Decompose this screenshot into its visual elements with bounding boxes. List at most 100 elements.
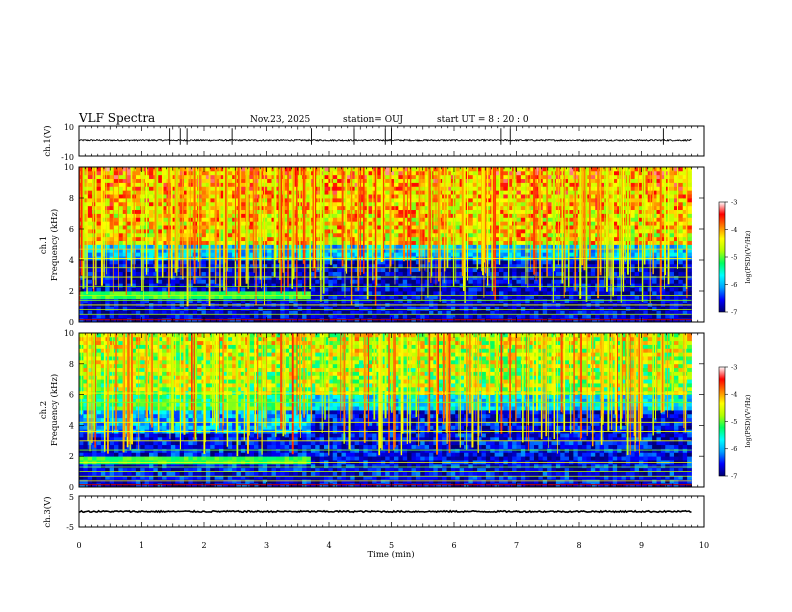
spec-cell	[464, 213, 469, 218]
spec-cell	[332, 294, 338, 300]
spec-cell	[424, 186, 430, 191]
spec-cell	[96, 186, 102, 191]
spec-cell	[494, 306, 500, 311]
spec-cell	[376, 291, 382, 296]
spec-cell	[516, 240, 522, 245]
spec-cell	[380, 314, 386, 319]
spec-cell	[92, 190, 97, 195]
spec-cell	[227, 174, 233, 180]
spec-cell	[205, 283, 211, 288]
spec-cell	[380, 267, 386, 273]
spec-cell	[345, 186, 351, 191]
spec-cell	[184, 174, 189, 180]
spec-cell	[227, 310, 233, 315]
spec-cell	[297, 267, 303, 273]
spec-cell	[499, 221, 504, 226]
spec-cell	[520, 186, 526, 191]
spec-cell	[446, 174, 452, 180]
spec-cell	[114, 170, 119, 176]
spec-cell	[499, 306, 504, 311]
spec-cell	[586, 236, 592, 242]
spec-cell	[114, 225, 119, 230]
spec-cell	[232, 267, 237, 273]
spec-cell	[499, 182, 504, 187]
spec-cell	[345, 271, 351, 276]
spec-cell	[306, 279, 312, 284]
spec-cell	[337, 298, 342, 304]
spec-cell	[595, 298, 601, 304]
spec-cell	[328, 294, 334, 300]
spec-cell	[507, 294, 513, 300]
spec-cell	[402, 174, 408, 180]
spec-cell	[499, 291, 504, 296]
spec-cell	[507, 275, 513, 280]
spec-cell	[481, 298, 487, 304]
spec-cell	[149, 252, 154, 257]
spec-cell	[214, 236, 220, 242]
spec-cell	[337, 279, 342, 284]
spec-cell	[92, 221, 97, 226]
spec-cell	[284, 252, 290, 257]
spec-cell	[96, 248, 102, 253]
spec-cell	[105, 174, 111, 180]
spec-cell	[354, 279, 360, 284]
spec-cell	[100, 221, 106, 226]
spec-cell	[389, 240, 395, 245]
spec-cell	[420, 306, 426, 311]
spec-cell	[275, 240, 281, 245]
spec-cell	[569, 232, 574, 238]
spec-cell	[415, 170, 421, 176]
spec-cell	[275, 248, 281, 253]
spec-cell	[170, 298, 176, 304]
spec-cell	[149, 229, 154, 234]
spec-cell	[289, 314, 294, 319]
spec-cell	[507, 205, 513, 211]
spec-cell	[494, 186, 500, 191]
spec-cell	[105, 267, 111, 273]
spec-cell	[394, 248, 399, 253]
spec-cell	[424, 198, 430, 203]
spec-cell	[205, 291, 211, 296]
spec-cell	[127, 213, 132, 218]
spec-cell	[332, 182, 338, 187]
spec-cell	[407, 178, 412, 183]
spec-cell	[516, 201, 522, 207]
spec-cell	[407, 260, 412, 265]
spec-cell	[345, 294, 351, 300]
spec-cell	[582, 294, 587, 300]
spec-cell	[564, 298, 570, 304]
spec-cell	[140, 298, 146, 304]
spec-cell	[315, 291, 321, 296]
spec-cell	[385, 232, 391, 238]
spec-cell	[87, 174, 93, 180]
spec-cell	[337, 232, 342, 238]
spec-cell	[542, 232, 548, 238]
spec-cell	[297, 294, 303, 300]
spec-cell	[122, 221, 128, 226]
spec-cell	[275, 186, 281, 191]
spec-cell	[337, 263, 342, 269]
spec-cell	[315, 314, 321, 319]
spec-cell	[170, 275, 176, 280]
spec-cell	[564, 310, 570, 315]
spec-cell	[328, 263, 334, 269]
spec-cell	[227, 232, 233, 238]
spec-cell	[306, 260, 312, 265]
spec-cell	[324, 291, 329, 296]
spec-cell	[590, 275, 596, 280]
spec-cell	[249, 271, 255, 276]
spec-cell	[472, 205, 478, 211]
spec-cell	[564, 260, 570, 265]
spec-cell	[590, 201, 596, 207]
spec-cell	[109, 182, 115, 187]
spec-cell	[464, 201, 469, 207]
spec-cell	[354, 209, 360, 214]
ch1-ymin-label: -10	[61, 153, 74, 162]
spec-cell	[293, 232, 299, 238]
spec-cell	[350, 229, 356, 234]
spec-cell	[105, 275, 111, 280]
spec-cell	[586, 201, 592, 207]
spec-cell	[560, 314, 566, 319]
spec-cell	[205, 205, 211, 211]
spec-cell	[367, 310, 373, 315]
